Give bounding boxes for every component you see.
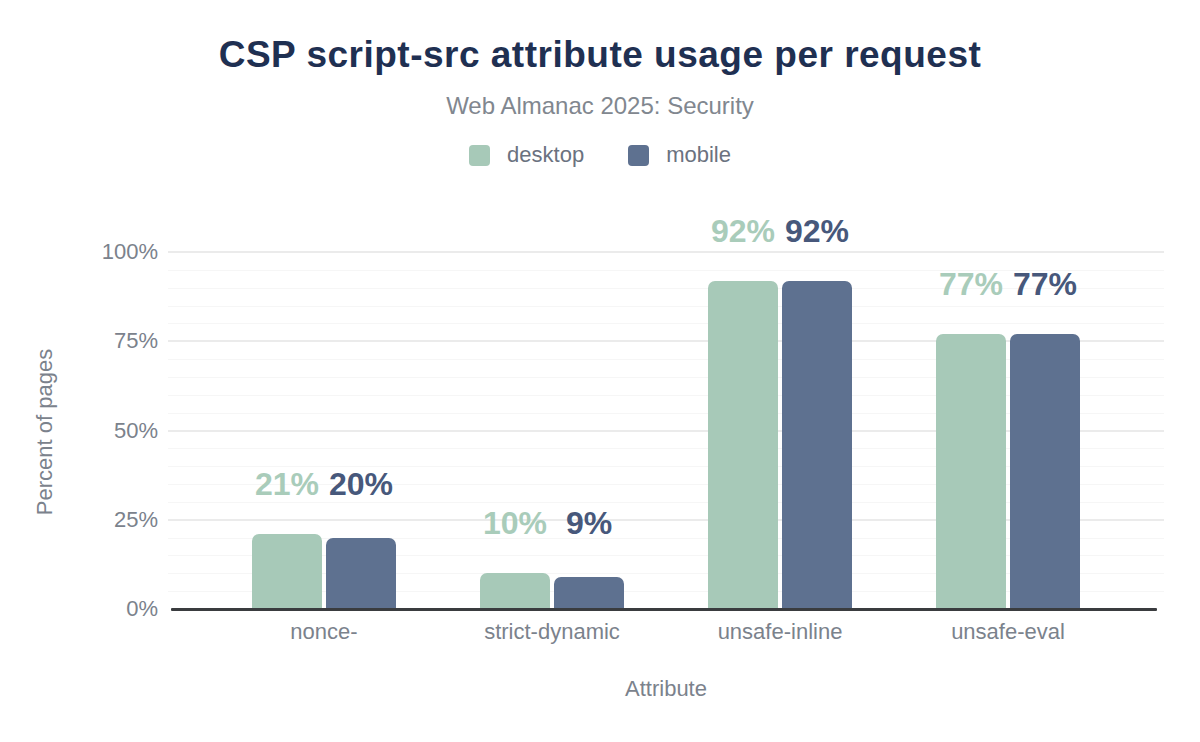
bar-mobile-strict-dynamic[interactable] (554, 577, 624, 608)
y-axis-title: Percent of pages (32, 342, 58, 522)
x-axis-line (171, 608, 1157, 611)
value-label-mobile-unsafe-eval: 77% (985, 268, 1105, 300)
legend-label-desktop: desktop (507, 142, 584, 168)
desktop-swatch-icon (469, 145, 490, 166)
bar-desktop-nonce-[interactable] (252, 534, 322, 608)
y-tick-label: 25% (88, 508, 158, 532)
chart-canvas: CSP script-src attribute usage per reque… (0, 0, 1200, 742)
value-label-mobile-nonce-: 20% (301, 468, 421, 500)
legend-item-desktop[interactable]: desktop (469, 142, 584, 168)
value-label-mobile-unsafe-inline: 92% (757, 215, 877, 247)
bar-mobile-unsafe-eval[interactable] (1010, 334, 1080, 608)
legend-label-mobile: mobile (666, 142, 731, 168)
y-tick-label: 75% (88, 329, 158, 353)
chart-title: CSP script-src attribute usage per reque… (0, 34, 1200, 76)
legend: desktop mobile (0, 142, 1200, 168)
bar-mobile-unsafe-inline[interactable] (782, 281, 852, 608)
x-category-label: nonce- (210, 620, 438, 644)
chart-subtitle: Web Almanac 2025: Security (0, 92, 1200, 120)
bar-desktop-unsafe-eval[interactable] (936, 334, 1006, 608)
value-label-mobile-strict-dynamic: 9% (529, 507, 649, 539)
x-category-label: strict-dynamic (438, 620, 666, 644)
y-tick-label: 100% (88, 240, 158, 264)
y-tick-label: 50% (88, 419, 158, 443)
gridline-major (168, 251, 1164, 253)
gridline-minor (168, 323, 1164, 324)
x-category-label: unsafe-inline (666, 620, 894, 644)
bar-desktop-unsafe-inline[interactable] (708, 281, 778, 608)
mobile-swatch-icon (628, 145, 649, 166)
y-tick-label: 0% (88, 597, 158, 621)
gridline-minor (168, 306, 1164, 307)
bar-desktop-strict-dynamic[interactable] (480, 573, 550, 608)
x-axis-title: Attribute (516, 676, 816, 702)
x-category-label: unsafe-eval (894, 620, 1122, 644)
bar-mobile-nonce-[interactable] (326, 538, 396, 608)
legend-item-mobile[interactable]: mobile (628, 142, 731, 168)
